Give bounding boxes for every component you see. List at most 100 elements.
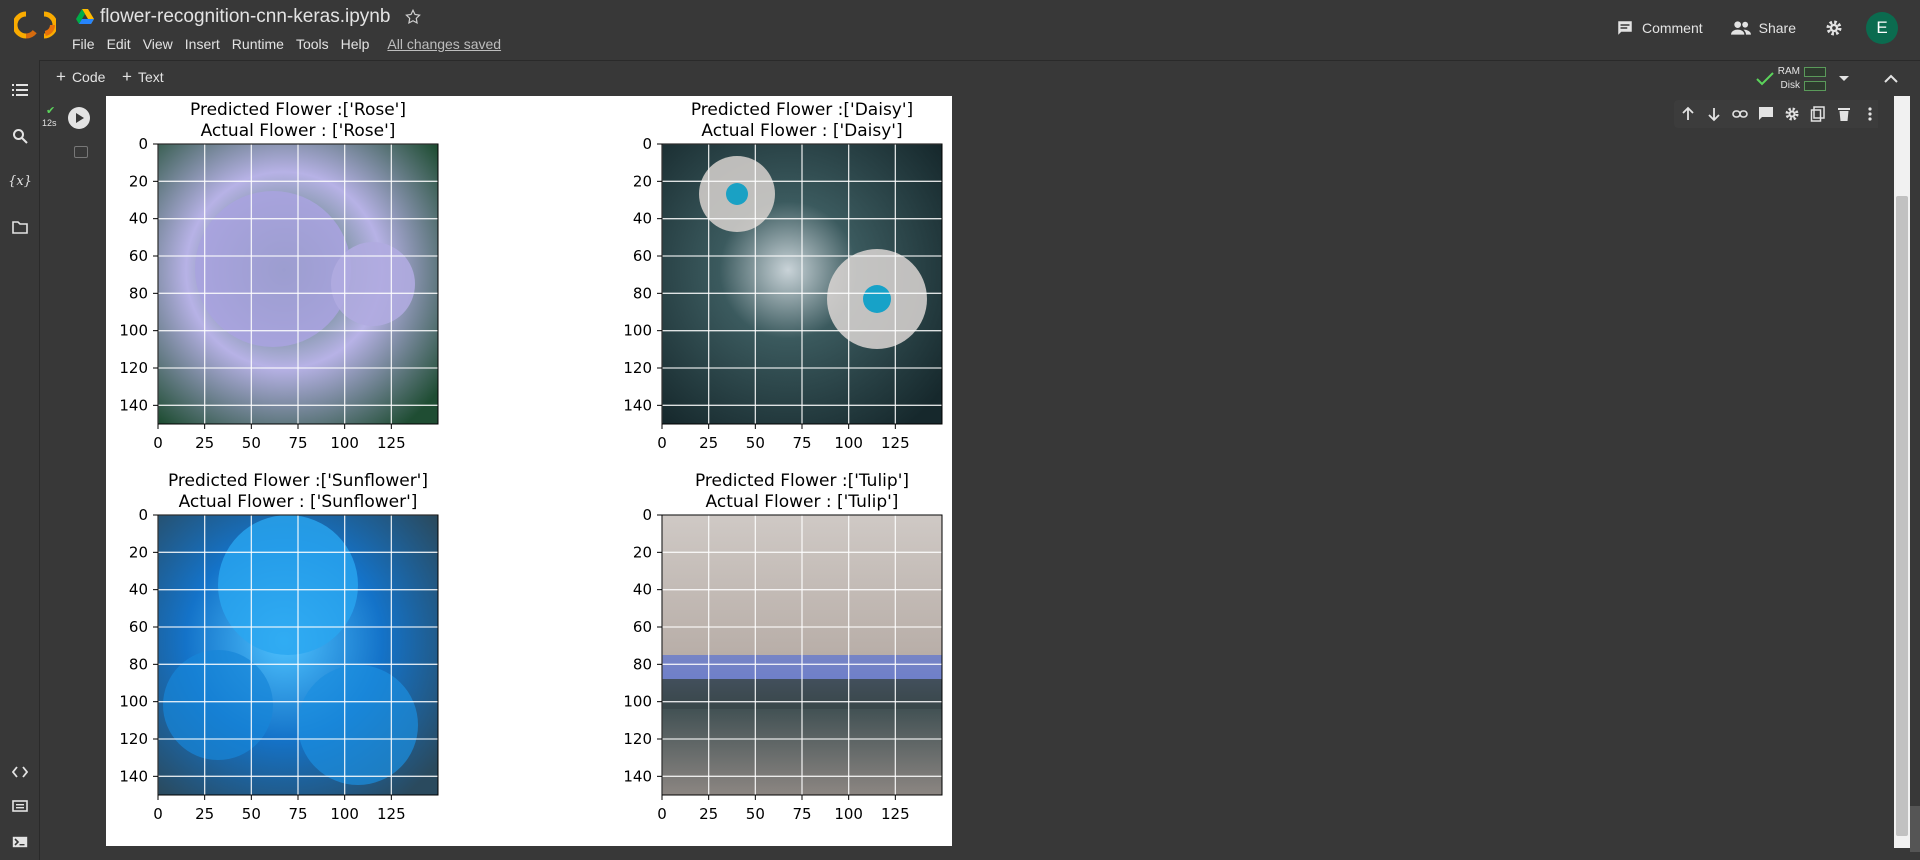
add-code-label: Code [71, 69, 106, 85]
axes-frame [157, 514, 439, 796]
subplot-title-line: Actual Flower : ['Sunflower'] [179, 492, 418, 512]
menu-tools[interactable]: Tools [295, 36, 329, 52]
add-text-cell-button[interactable]: + Text [122, 67, 164, 86]
sunflower-head [298, 665, 418, 785]
x-tick-label: 0 [153, 805, 163, 823]
link-icon[interactable] [1732, 106, 1748, 122]
colab-logo[interactable] [14, 10, 56, 40]
terminal-icon[interactable] [10, 832, 30, 852]
more-options-icon[interactable] [1862, 106, 1878, 122]
comment-icon[interactable] [1758, 106, 1774, 122]
x-tick-label: 100 [834, 805, 863, 823]
x-tick-label: 25 [195, 805, 214, 823]
add-text-label: Text [137, 69, 164, 85]
subplot-title-line: Predicted Flower :['Sunflower'] [168, 471, 428, 491]
y-tick-label: 100 [623, 693, 652, 711]
minimap-thumb[interactable] [1910, 806, 1920, 852]
rose-blossom [331, 242, 415, 326]
execution-time: 12s [42, 118, 57, 128]
user-avatar[interactable]: E [1866, 12, 1898, 44]
x-tick-label: 100 [834, 434, 863, 452]
subplot-1: Predicted Flower :['Daisy']Actual Flower… [623, 100, 943, 452]
y-tick-label: 140 [623, 396, 652, 414]
x-tick-label: 50 [746, 805, 765, 823]
x-tick-label: 50 [746, 434, 765, 452]
x-tick-label: 0 [153, 434, 163, 452]
menu-runtime[interactable]: Runtime [231, 36, 284, 52]
move-up-icon[interactable] [1680, 106, 1696, 122]
y-tick-label: 120 [119, 730, 148, 748]
share-button[interactable]: Share [1730, 19, 1796, 37]
menu-file[interactable]: File [72, 36, 95, 52]
settings-gear-icon[interactable] [1824, 18, 1844, 38]
plus-icon: + [122, 67, 132, 86]
app-header: flower-recognition-cnn-keras.ipynb File … [0, 0, 1920, 60]
comment-button[interactable]: Comment [1616, 19, 1703, 37]
x-tick-label: 75 [792, 805, 811, 823]
delete-trash-icon[interactable] [1836, 106, 1852, 122]
collapse-chevron-up-icon[interactable] [1884, 73, 1898, 83]
x-tick-label: 125 [881, 805, 910, 823]
y-tick-label: 40 [129, 210, 148, 228]
run-cell-button[interactable] [68, 107, 90, 129]
y-tick-label: 120 [623, 730, 652, 748]
scrollbar-track[interactable] [1894, 96, 1910, 848]
rose-blossom [195, 191, 351, 347]
y-tick-label: 140 [119, 396, 148, 414]
save-status-link[interactable]: All changes saved [387, 36, 502, 52]
subplot-title-line: Actual Flower : ['Tulip'] [706, 492, 899, 512]
subplot-title-line: Actual Flower : ['Rose'] [201, 121, 396, 141]
y-tick-label: 60 [129, 618, 148, 636]
code-snippets-icon[interactable] [10, 762, 30, 782]
search-icon[interactable] [10, 126, 30, 146]
y-tick-label: 60 [633, 247, 652, 265]
menu-edit[interactable]: Edit [106, 36, 131, 52]
x-tick-label: 125 [377, 805, 406, 823]
bottom-strip [106, 846, 1882, 860]
dropdown-arrow-icon[interactable] [1838, 75, 1850, 83]
files-folder-icon[interactable] [10, 217, 30, 237]
scrollbar-thumb[interactable] [1896, 196, 1908, 836]
add-code-cell-button[interactable]: + Code [56, 68, 106, 85]
flower-predictions-figure: Predicted Flower :['Rose']Actual Flower … [119, 100, 943, 823]
subplot-title-line: Predicted Flower :['Rose'] [190, 100, 406, 120]
command-palette-icon[interactable] [10, 796, 30, 816]
menu-bar: File Edit View Insert Runtime Tools Help… [72, 34, 501, 54]
subplot-2: Predicted Flower :['Sunflower']Actual Fl… [119, 471, 439, 823]
y-tick-label: 20 [633, 172, 652, 190]
runtime-resources[interactable]: RAM Disk [1756, 65, 1850, 93]
notebook-title[interactable]: flower-recognition-cnn-keras.ipynb [100, 6, 391, 27]
google-drive-icon [76, 9, 94, 24]
sunflower-head [218, 515, 358, 655]
menu-insert[interactable]: Insert [184, 36, 220, 52]
cell-output-figure: Predicted Flower :['Rose'] Actual Flower … [106, 96, 952, 846]
variables-icon[interactable]: {x} [8, 173, 32, 189]
y-tick-label: 80 [129, 284, 148, 302]
x-tick-label: 100 [330, 434, 359, 452]
y-tick-label: 100 [623, 322, 652, 340]
y-tick-label: 60 [129, 247, 148, 265]
notebook-toolbar: + Code + Text RAM Disk [40, 60, 1920, 96]
y-tick-label: 60 [633, 618, 652, 636]
x-tick-label: 125 [881, 434, 910, 452]
y-tick-label: 140 [119, 767, 148, 785]
x-tick-label: 75 [288, 434, 307, 452]
exec-check-icon: ✔ [46, 105, 56, 117]
cell-settings-gear-icon[interactable] [1784, 106, 1800, 122]
menu-view[interactable]: View [142, 36, 173, 52]
comment-label: Comment [1641, 20, 1703, 36]
table-of-contents-icon[interactable] [10, 80, 30, 100]
output-actions-icon[interactable] [74, 146, 88, 158]
y-tick-label: 40 [633, 210, 652, 228]
axes-frame [661, 143, 943, 425]
subplot-title-line: Actual Flower : ['Daisy'] [701, 121, 902, 141]
y-tick-label: 80 [633, 284, 652, 302]
mirror-cell-icon[interactable] [1810, 106, 1826, 122]
star-icon[interactable] [404, 8, 422, 26]
x-tick-label: 25 [195, 434, 214, 452]
x-tick-label: 100 [330, 805, 359, 823]
notebook-scroll-area [1878, 96, 1920, 860]
disk-usage-bar [1804, 81, 1826, 91]
menu-help[interactable]: Help [340, 36, 370, 52]
move-down-icon[interactable] [1706, 106, 1722, 122]
